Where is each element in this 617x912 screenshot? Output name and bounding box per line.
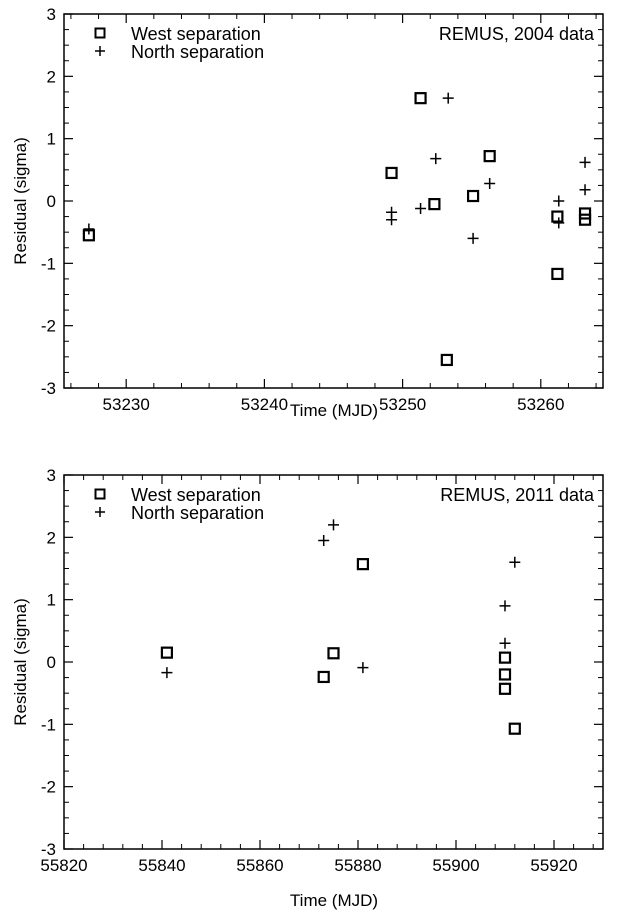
north-separation-point	[161, 667, 173, 679]
west-separation-point	[440, 353, 453, 367]
y-axis-label: Residual (sigma)	[11, 598, 30, 726]
north-separation-point	[386, 214, 398, 226]
west-separation-point	[414, 92, 427, 105]
x-tick-label: 55920	[530, 856, 577, 875]
west-separation-point	[160, 646, 173, 659]
north-separation-point	[430, 153, 442, 165]
legend-label-north: North separation	[131, 42, 264, 62]
x-tick-label: 53260	[517, 395, 564, 414]
west-separation-point	[498, 651, 512, 664]
axis-ticks	[63, 474, 603, 850]
x-tick-label: 53230	[103, 395, 150, 414]
y-axis-label: Residual (sigma)	[11, 137, 30, 265]
y-tick-label: -1	[41, 254, 56, 273]
north-separation-point	[415, 202, 427, 214]
axis-tick-labels: 55820 55840 55860 55880 55900 55920 -3 -2 -1 0 1 2 3	[40, 466, 577, 875]
west-separation-point	[356, 558, 369, 571]
plot-frame	[63, 474, 604, 850]
x-tick-label: 55840	[138, 856, 185, 875]
west-separation-point	[578, 213, 592, 226]
legend: West separation North separation	[94, 24, 264, 62]
chart-annotation: REMUS, 2004 data	[439, 24, 595, 44]
y-tick-label: 2	[47, 528, 56, 547]
north-separation-point	[467, 232, 479, 244]
y-tick-label: 3	[47, 466, 56, 485]
west-separation-point	[428, 198, 441, 211]
legend: West separation North separation	[94, 485, 264, 523]
west-separation-point	[551, 210, 564, 223]
west-separation-point	[551, 267, 564, 281]
x-tick-label: 55820	[40, 856, 87, 875]
axis-ticks	[64, 13, 603, 389]
north-separation-point	[553, 217, 565, 229]
chart-panel-2004: 53230 53240 53250 53260 -3 -2 -1 0 1 2 3 West sepa…	[11, 5, 604, 420]
axis-tick-labels: 53230 53240 53250 53260 -3 -2 -1 0 1 2 3	[41, 5, 565, 414]
x-axis-label: Time (MJD)	[290, 891, 378, 910]
north-separation-point	[357, 662, 369, 674]
y-tick-label: 0	[47, 653, 56, 672]
north-separation-point	[509, 556, 521, 568]
y-tick-label: -1	[41, 715, 56, 734]
north-separation-point	[83, 223, 95, 235]
y-tick-label: 3	[47, 5, 56, 24]
y-tick-label: 0	[47, 192, 56, 211]
y-tick-label: -2	[41, 317, 56, 336]
legend-label-west: West separation	[131, 485, 261, 505]
legend-label-north: North separation	[131, 503, 264, 523]
y-tick-label: -3	[41, 379, 56, 398]
west-separation-point	[498, 668, 512, 681]
chart-panel-2011: 55820 55840 55860 55880 55900 55920 -3 -2 -1 0 1 2 3…	[11, 466, 604, 910]
x-tick-label: 55880	[334, 856, 381, 875]
north-separation-point	[579, 156, 591, 168]
west-separation-point	[327, 647, 340, 660]
x-tick-label: 53250	[379, 395, 426, 414]
x-tick-label: 55900	[432, 856, 479, 875]
data-markers	[160, 519, 521, 735]
y-tick-label: 2	[47, 67, 56, 86]
west-separation-point	[508, 722, 521, 735]
y-tick-label: 1	[47, 591, 56, 610]
north-separation-point	[579, 184, 591, 196]
legend-square-marker	[94, 27, 106, 39]
north-separation-point	[484, 178, 496, 190]
west-separation-point	[385, 166, 398, 180]
north-separation-point	[318, 534, 330, 546]
y-tick-label: -2	[41, 778, 56, 797]
north-separation-point	[499, 600, 511, 612]
west-separation-point	[483, 150, 496, 163]
chart-annotation: REMUS, 2011 data	[440, 485, 595, 505]
data-markers	[82, 92, 592, 367]
west-separation-point	[578, 207, 592, 220]
legend-plus-marker	[95, 507, 105, 517]
y-tick-label: -3	[41, 840, 56, 859]
west-separation-point	[498, 682, 512, 695]
legend-square-marker	[94, 488, 106, 500]
x-tick-label: 55860	[236, 856, 283, 875]
north-separation-point	[442, 92, 454, 104]
plot-frame	[63, 13, 604, 389]
x-tick-label: 53240	[241, 395, 288, 414]
north-separation-point	[499, 637, 511, 649]
north-separation-point	[328, 519, 339, 531]
west-separation-point	[317, 670, 330, 684]
legend-label-west: West separation	[131, 24, 261, 44]
north-separation-point	[553, 195, 565, 207]
west-separation-point	[466, 189, 480, 203]
x-axis-label: Time (MJD)	[290, 401, 378, 420]
legend-plus-marker	[95, 46, 105, 56]
y-tick-label: 1	[47, 130, 56, 149]
